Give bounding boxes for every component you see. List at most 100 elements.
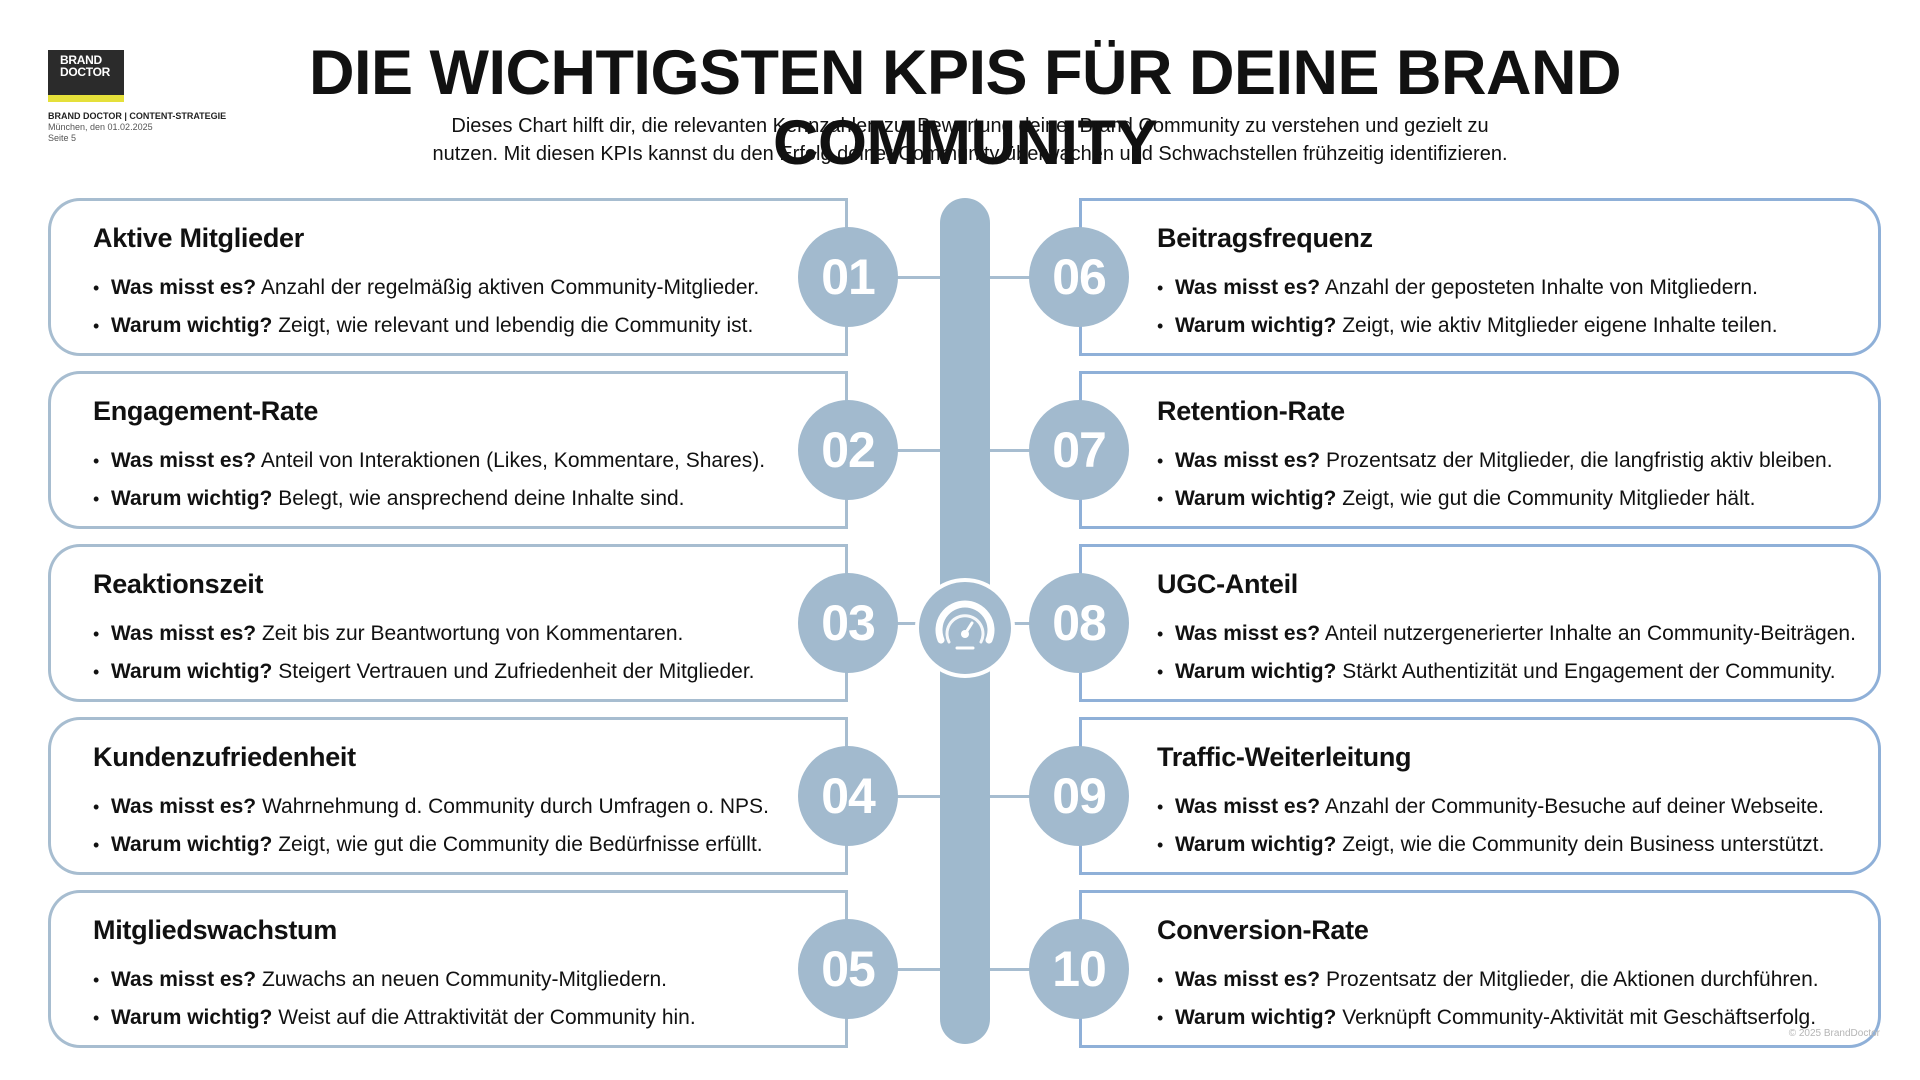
kpi-what-label: Was misst es? bbox=[1175, 276, 1321, 299]
gauge-icon bbox=[935, 600, 995, 650]
kpi-card-05: Mitgliedswachstum • Was misst es? Zuwachs … bbox=[48, 890, 848, 1048]
kpi-title: UGC-Anteil bbox=[1157, 569, 1298, 599]
bullet: • bbox=[93, 835, 100, 855]
kpi-card-10: Conversion-Rate • Was misst es? Prozentsat… bbox=[1079, 890, 1881, 1048]
bullet: • bbox=[93, 278, 100, 298]
kpi-details: • Was misst es? Anzahl der regelmäßig akt… bbox=[93, 269, 759, 345]
kpi-title: Traffic-Weiterleitung bbox=[1157, 742, 1412, 772]
kpi-why: • Warum wichtig? Zeigt, wie gut die Commu… bbox=[1157, 480, 1833, 518]
kpi-card-08: UGC-Anteil • Was misst es? Anteil nutzerge… bbox=[1079, 544, 1881, 702]
kpi-what-label: Was misst es? bbox=[1175, 622, 1321, 645]
kpi-why-label: Warum wichtig? bbox=[1175, 1006, 1337, 1029]
kpi-what-label: Was misst es? bbox=[1175, 968, 1321, 991]
kpi-why-label: Warum wichtig? bbox=[1175, 314, 1337, 337]
kpi-why: • Warum wichtig? Belegt, wie ansprechend … bbox=[93, 480, 765, 518]
kpi-details: • Was misst es? Anzahl der Community-Besu… bbox=[1157, 788, 1824, 864]
kpi-what-label: Was misst es? bbox=[1175, 795, 1321, 818]
kpi-why-text: Stärkt Authentizität und Engagement der … bbox=[1342, 660, 1836, 683]
kpi-what: • Was misst es? Wahrnehmung d. Community … bbox=[93, 788, 769, 826]
kpi-what: • Was misst es? Zuwachs an neuen Communit… bbox=[93, 961, 696, 999]
kpi-what: • Was misst es? Anteil nutzergenerierter … bbox=[1157, 615, 1856, 653]
kpi-what-text: Anzahl der Community-Besuche auf deiner … bbox=[1324, 795, 1825, 818]
kpi-number-badge: 03 bbox=[798, 573, 898, 673]
kpi-card-06: Beitragsfrequenz • Was misst es? Anzahl de… bbox=[1079, 198, 1881, 356]
bullet: • bbox=[1157, 835, 1164, 855]
kpi-why-label: Warum wichtig? bbox=[111, 833, 273, 856]
subtitle-line-2: nutzen. Mit diesen KPIs kannst du den Er… bbox=[432, 143, 1508, 165]
kpi-number-badge: 01 bbox=[798, 227, 898, 327]
kpi-why: • Warum wichtig? Zeigt, wie relevant und … bbox=[93, 307, 759, 345]
kpi-title: Kundenzufriedenheit bbox=[93, 742, 356, 772]
kpi-why-label: Warum wichtig? bbox=[1175, 660, 1337, 683]
kpi-what-text: Anteil nutzergenerierter Inhalte an Comm… bbox=[1324, 622, 1856, 645]
kpi-number-badge: 06 bbox=[1029, 227, 1129, 327]
subtitle-line-1: Dieses Chart hilft dir, die relevanten K… bbox=[451, 115, 1489, 137]
location-date: München, den 01.02.2025 bbox=[48, 122, 153, 132]
kpi-what: • Was misst es? Anzahl der geposteten Inh… bbox=[1157, 269, 1778, 307]
kpi-what-text: Anteil von Interaktionen (Likes, Komment… bbox=[260, 449, 766, 472]
bullet: • bbox=[1157, 451, 1164, 471]
kpi-what-label: Was misst es? bbox=[111, 795, 257, 818]
bullet: • bbox=[93, 970, 100, 990]
kpi-number-badge: 05 bbox=[798, 919, 898, 1019]
kpi-title: Beitragsfrequenz bbox=[1157, 223, 1373, 253]
center-hub bbox=[915, 578, 1015, 678]
kpi-what-text: Prozentsatz der Mitglieder, die Aktionen… bbox=[1325, 968, 1819, 991]
kpi-what-text: Anzahl der regelmäßig aktiven Community-… bbox=[260, 276, 760, 299]
kpi-card-02: Engagement-Rate • Was misst es? Anteil von… bbox=[48, 371, 848, 529]
kpi-title: Mitgliedswachstum bbox=[93, 915, 337, 945]
kpi-what-text: Wahrnehmung d. Community durch Umfragen … bbox=[261, 795, 769, 818]
bullet: • bbox=[1157, 624, 1164, 644]
kpi-why: • Warum wichtig? Zeigt, wie gut die Commu… bbox=[93, 826, 769, 864]
kpi-details: • Was misst es? Zeit bis zur Beantwortung… bbox=[93, 615, 755, 691]
kpi-why-text: Zeigt, wie gut die Community die Bedürfn… bbox=[278, 833, 763, 856]
kpi-what-label: Was misst es? bbox=[111, 449, 257, 472]
kpi-why-label: Warum wichtig? bbox=[111, 1006, 273, 1029]
kpi-card-04: Kundenzufriedenheit • Was misst es? Wahrne… bbox=[48, 717, 848, 875]
kpi-card-03: Reaktionszeit • Was misst es? Zeit bis zur… bbox=[48, 544, 848, 702]
kpi-why-text: Zeigt, wie gut die Community Mitglieder … bbox=[1342, 487, 1756, 510]
bullet: • bbox=[93, 451, 100, 471]
kpi-number-badge: 08 bbox=[1029, 573, 1129, 673]
kpi-number-badge: 10 bbox=[1029, 919, 1129, 1019]
kpi-why-text: Belegt, wie ansprechend deine Inhalte si… bbox=[278, 487, 685, 510]
kpi-details: • Was misst es? Prozentsatz der Mitgliede… bbox=[1157, 442, 1833, 518]
kpi-what-text: Zeit bis zur Beantwortung von Kommentare… bbox=[261, 622, 684, 645]
bullet: • bbox=[93, 624, 100, 644]
kpi-title: Aktive Mitglieder bbox=[93, 223, 304, 253]
bullet: • bbox=[1157, 278, 1164, 298]
kpi-number-badge: 07 bbox=[1029, 400, 1129, 500]
kpi-number-badge: 02 bbox=[798, 400, 898, 500]
bullet: • bbox=[1157, 489, 1164, 509]
kpi-what: • Was misst es? Anzahl der regelmäßig akt… bbox=[93, 269, 759, 307]
bullet: • bbox=[1157, 316, 1164, 336]
kpi-why-label: Warum wichtig? bbox=[1175, 833, 1337, 856]
page-subtitle: Dieses Chart hilft dir, die relevanten K… bbox=[340, 112, 1600, 168]
kpi-why-text: Zeigt, wie relevant und lebendig die Com… bbox=[278, 314, 754, 337]
kpi-what-label: Was misst es? bbox=[111, 622, 257, 645]
kpi-number-badge: 04 bbox=[798, 746, 898, 846]
kpi-title: Conversion-Rate bbox=[1157, 915, 1369, 945]
bullet: • bbox=[1157, 970, 1164, 990]
kpi-why-text: Zeigt, wie aktiv Mitglieder eigene Inhal… bbox=[1342, 314, 1778, 337]
kpi-what-label: Was misst es? bbox=[111, 968, 257, 991]
kpi-what-text: Anzahl der geposteten Inhalte von Mitgli… bbox=[1324, 276, 1758, 299]
bullet: • bbox=[93, 316, 100, 336]
kpi-what-text: Prozentsatz der Mitglieder, die langfris… bbox=[1325, 449, 1833, 472]
logo-line2: DOCTOR bbox=[60, 65, 110, 79]
company-line: BRAND DOCTOR | CONTENT-STRATEGIE bbox=[48, 111, 227, 121]
kpi-what-label: Was misst es? bbox=[1175, 449, 1321, 472]
kpi-details: • Was misst es? Prozentsatz der Mitgliede… bbox=[1157, 961, 1819, 1037]
bullet: • bbox=[1157, 662, 1164, 682]
kpi-why-label: Warum wichtig? bbox=[111, 660, 273, 683]
bullet: • bbox=[93, 662, 100, 682]
kpi-why-text: Verknüpft Community-Aktivität mit Geschä… bbox=[1342, 1006, 1817, 1029]
bullet: • bbox=[1157, 797, 1164, 817]
kpi-why-text: Steigert Vertrauen und Zufriedenheit der… bbox=[278, 660, 755, 683]
bullet: • bbox=[93, 489, 100, 509]
bullet: • bbox=[1157, 1008, 1164, 1028]
kpi-why-text: Weist auf die Attraktivität der Communit… bbox=[278, 1006, 696, 1029]
kpi-what-label: Was misst es? bbox=[111, 276, 257, 299]
kpi-what: • Was misst es? Anteil von Interaktionen … bbox=[93, 442, 765, 480]
kpi-why: • Warum wichtig? Zeigt, wie aktiv Mitglie… bbox=[1157, 307, 1778, 345]
